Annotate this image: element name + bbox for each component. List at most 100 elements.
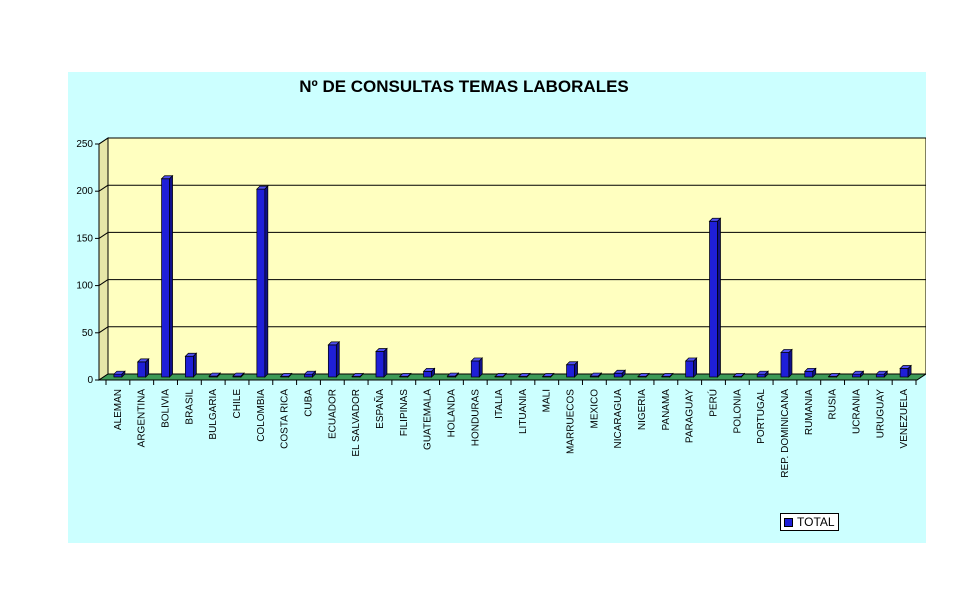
bar-side <box>764 370 769 378</box>
bar <box>756 373 766 378</box>
bar <box>804 370 814 378</box>
bar-side <box>288 372 293 378</box>
x-tick-label: RUSIA <box>828 389 839 420</box>
x-tick-label: NICARAGUA <box>613 389 624 449</box>
bar <box>685 360 695 378</box>
x-tick-label: NIGERIA <box>637 389 648 430</box>
bar <box>780 352 790 378</box>
x-tick-label: REP. DOMINICANA <box>780 389 791 478</box>
x-tick-label: RUMANIA <box>804 389 815 435</box>
bar-side <box>740 372 745 378</box>
x-tick-label: EL SALVADOR <box>351 389 362 457</box>
x-tick-label: ESPAÑA <box>373 389 386 429</box>
bar-side <box>907 364 912 378</box>
y-tick-label: 150 <box>76 233 93 244</box>
bar-side <box>812 367 817 378</box>
bar-side <box>359 372 364 378</box>
bar-side <box>312 370 316 378</box>
gridline-side <box>98 231 109 239</box>
bar-side <box>407 372 412 378</box>
legend-swatch <box>784 517 793 527</box>
plot-floor <box>97 373 926 381</box>
bar <box>852 373 861 378</box>
bar <box>899 368 909 378</box>
bar-side <box>121 370 126 378</box>
plot-area <box>107 137 926 375</box>
bar-side <box>383 347 388 378</box>
bar-side <box>431 367 435 378</box>
x-tick-label: ARGENTINA <box>137 389 148 448</box>
chart-title: Nº DE CONSULTAS TEMAS LABORALES <box>299 77 629 96</box>
bar-side <box>335 341 340 378</box>
gridline-side <box>98 279 109 287</box>
x-tick-label: COSTA RICA <box>280 389 291 449</box>
x-tick-label: FILIPINAS <box>399 389 410 437</box>
x-tick-label: LITUANIA <box>518 389 529 434</box>
gridline-side <box>98 326 109 334</box>
x-tick-label: BRASIL <box>184 389 195 425</box>
x-tick-label: ALEMAN <box>113 389 124 430</box>
bar <box>185 355 194 378</box>
y-tick-label: 100 <box>76 281 93 292</box>
bar-side <box>478 357 483 378</box>
bar-side <box>240 372 245 378</box>
x-tick-label: VENEZUELA <box>899 389 910 449</box>
bar-side <box>669 372 674 378</box>
bar-side <box>788 348 793 378</box>
bar-side <box>169 174 173 378</box>
x-tick-label: URUGUAY <box>875 389 886 439</box>
bar-side <box>621 369 626 378</box>
y-tick-label: 50 <box>82 328 94 339</box>
bar-side <box>145 358 150 378</box>
x-tick-label: BULGARIA <box>208 389 219 440</box>
gridline-side <box>98 184 109 192</box>
x-tick-label: MEXICO <box>589 389 600 429</box>
bar-side <box>216 372 221 378</box>
bar <box>304 373 313 378</box>
bar <box>613 372 623 378</box>
x-tick-label: PERÚ <box>707 389 720 417</box>
bar-side <box>526 372 531 378</box>
x-tick-label: ECUADOR <box>327 389 338 439</box>
legend: TOTAL <box>780 513 839 531</box>
x-tick-label: ITALIA <box>494 389 505 419</box>
bar <box>709 220 718 378</box>
bar-side <box>693 357 698 378</box>
bar <box>327 344 337 378</box>
bar <box>566 364 575 378</box>
bar <box>875 373 885 378</box>
bar-side <box>598 372 602 378</box>
bar <box>137 361 147 378</box>
bar-side <box>193 352 197 378</box>
bar <box>161 178 170 378</box>
x-tick-label: POLONIA <box>732 389 743 434</box>
x-tick-label: UCRANIA <box>851 389 862 434</box>
x-tick-label: BOLIVIA <box>161 389 172 428</box>
bar <box>113 373 123 378</box>
bar-side <box>860 370 864 378</box>
chart-frame: 0 50 100 150 200 250 ALEMAN ARGENTINA BOLIVIA BRA… <box>68 72 926 543</box>
x-tick-label: COLOMBIA <box>256 389 267 442</box>
x-tick-label: MALI <box>542 389 553 412</box>
bar-side <box>883 370 888 378</box>
bar <box>256 188 266 378</box>
bar-side <box>502 372 507 378</box>
x-tick-label: MARRUECOS <box>566 389 577 454</box>
y-tick-label: 200 <box>76 186 93 197</box>
bar <box>470 360 480 378</box>
bar-side <box>574 360 578 378</box>
legend-label: TOTAL <box>797 515 835 529</box>
x-tick-label: PARAGUAY <box>685 389 696 443</box>
bar-side <box>550 372 555 378</box>
x-tick-label: GUATEMALA <box>423 389 434 450</box>
bar <box>375 351 385 378</box>
x-tick-label: CUBA <box>304 389 315 417</box>
bar-side <box>645 372 650 378</box>
y-tick-label: 250 <box>76 139 93 150</box>
bar <box>423 370 432 378</box>
x-tick-label: PANAMA <box>661 389 672 431</box>
bar-chart: 0 50 100 150 200 250 ALEMAN ARGENTINA BOLIVIA BRA… <box>76 137 926 478</box>
bar-side <box>455 372 459 378</box>
bar-side <box>717 217 721 378</box>
bar-side <box>836 372 840 378</box>
